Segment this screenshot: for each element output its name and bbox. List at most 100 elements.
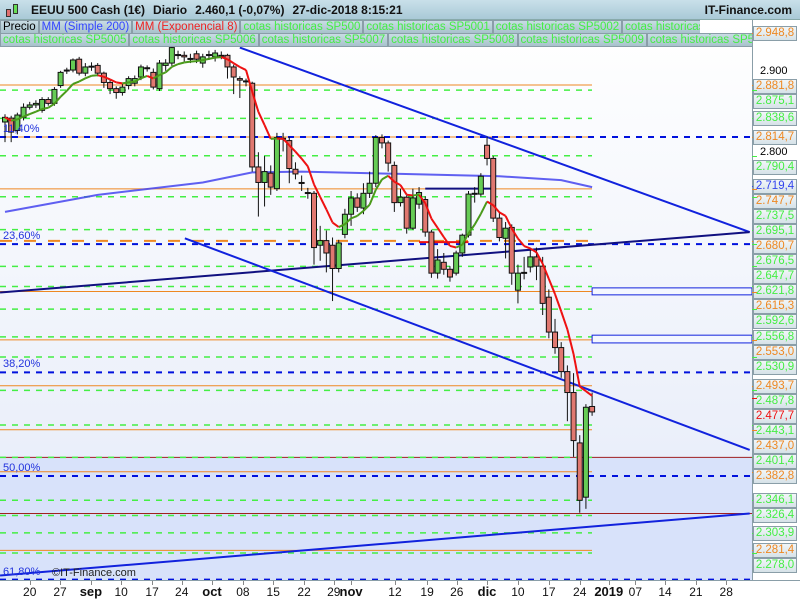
zone-box [591, 334, 753, 344]
indicator-tab[interactable]: cotas historicas SP5001 [363, 20, 493, 34]
ema8-line-segment [146, 74, 154, 80]
x-axis-label: 10 [511, 585, 525, 599]
ema8-line-segment [16, 115, 24, 121]
label-tick [752, 339, 757, 341]
price-label-support: 2.676,5 [753, 253, 797, 269]
ema8-line-segment [29, 110, 37, 116]
x-axis-label: 10 [114, 585, 128, 599]
x-axis-tick [427, 581, 429, 585]
ema8-line-segment [109, 78, 117, 84]
candle-body [298, 181, 305, 184]
x-axis-tick [456, 581, 458, 585]
candle-body [360, 192, 367, 209]
ema8-line-segment [424, 202, 433, 220]
indicator-tabs-row-1: Precio MM (Simple 200) MM (Exponencial 8) c… [0, 20, 700, 34]
x-axis-tick [695, 581, 697, 585]
price-label-support: 2.647,7 [753, 268, 797, 284]
ema8-line-segment [461, 233, 470, 246]
indicator-tab[interactable]: cotas historicas SP5006 [129, 33, 259, 47]
indicator-tab[interactable]: cotas historicas SP50010 [646, 33, 752, 47]
candle-body [218, 54, 225, 57]
x-axis-tick [351, 581, 353, 585]
ema8-line-segment [387, 175, 396, 183]
ema8-line-segment [473, 213, 482, 226]
candle-body [409, 197, 416, 229]
x-axis-label: 17 [542, 585, 556, 599]
x-axis-label: sep [79, 584, 103, 599]
x-axis-tick [548, 581, 550, 585]
candle-body [82, 66, 89, 74]
indicator-tab[interactable]: cotas historicas SP5003 [622, 20, 700, 34]
candle-body [453, 252, 460, 274]
price-label-resistance: 2.615,3 [753, 298, 797, 314]
ema8-line-segment [233, 62, 241, 68]
ema8-line-segment [152, 74, 160, 80]
candle-body [514, 272, 521, 291]
period[interactable]: Diario [153, 2, 188, 17]
ema8-line-segment [116, 81, 123, 85]
candle-body [57, 71, 64, 87]
label-tick [752, 196, 757, 198]
indicator-tab[interactable]: cotas historicas SP5009 [517, 33, 647, 47]
x-axis-label: 2019 [594, 584, 624, 599]
trendline [184, 237, 751, 451]
indicator-tab[interactable]: Precio [0, 20, 39, 34]
ema8-line-segment [517, 237, 525, 247]
indicator-tab[interactable]: MM (Simple 200) [38, 20, 133, 34]
indicator-tab[interactable]: cotas historicas SP5007 [258, 33, 389, 47]
price-label-support: 2.737,5 [753, 208, 797, 224]
candle-body [329, 244, 336, 270]
ema8-line-segment [196, 59, 203, 63]
ema8-line-segment [208, 56, 216, 60]
brand-logo[interactable]: IT-Finance.com [704, 2, 792, 17]
x-axis-label: 15 [266, 585, 280, 599]
ema8-line-segment [263, 124, 272, 140]
candle-body [94, 64, 101, 74]
candle-body [570, 392, 577, 442]
indicator-tab[interactable]: cotas historicas SP5002 [492, 20, 623, 34]
ema8-line-segment [381, 174, 389, 181]
ema8-line-segment [288, 144, 297, 153]
candle-body [323, 240, 330, 254]
candle-body [236, 78, 243, 81]
ema8-line-segment [319, 196, 328, 210]
candle-body [552, 331, 559, 349]
candle-body [348, 197, 355, 215]
candle-body [14, 114, 21, 132]
x-axis-label: nov [339, 584, 363, 599]
ema8-line-segment [479, 201, 488, 215]
ema8-line-segment [344, 217, 352, 225]
candlestick-icon [3, 1, 23, 19]
ema8-line-segment [78, 77, 86, 83]
label-tick [752, 244, 757, 246]
candle-body [39, 99, 46, 111]
fibonacci-label: 61,80% [3, 565, 41, 578]
price-label-support: 2.326,4 [753, 508, 797, 524]
indicator-tab[interactable]: cotas historicas SP500 [240, 20, 364, 34]
ema8-line-segment [535, 251, 544, 265]
sma200-line [4, 170, 593, 213]
candle-body [490, 157, 497, 219]
x-axis-tick [635, 581, 637, 585]
candle-body [107, 81, 114, 90]
price-label-support: 2.443,1 [753, 423, 797, 439]
price-label-resistance: 2.814,7 [753, 129, 797, 145]
candle-body [193, 53, 200, 60]
x-axis-tick [487, 581, 489, 585]
candle-body [88, 65, 95, 68]
indicator-tab[interactable]: cotas historicas SP5008 [388, 33, 518, 47]
fibonacci-label: 11,40% [3, 122, 40, 135]
candle-body [119, 86, 126, 94]
x-axis-label: 29 [327, 585, 341, 599]
price-label-support: 2.556,8 [753, 329, 797, 345]
indicator-tab[interactable]: cotas historicas SP5005 [0, 33, 130, 47]
price-label-resistance: 2.493,7 [753, 378, 797, 394]
ema8-line-segment [184, 60, 191, 64]
candle-body [162, 62, 169, 66]
indicator-tab[interactable]: MM (Exponencial 8) [132, 20, 241, 34]
ema8-line-segment [449, 244, 457, 249]
candle-body [311, 192, 317, 249]
candle-body [366, 182, 373, 194]
ema8-line-segment [325, 208, 334, 223]
